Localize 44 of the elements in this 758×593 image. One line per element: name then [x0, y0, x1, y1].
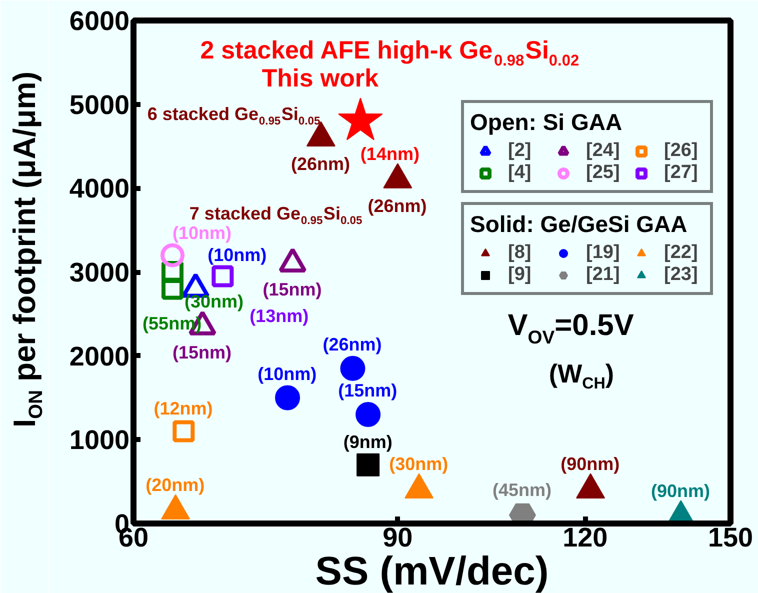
annotation: (26nm): [368, 196, 427, 216]
legend-label: [27]: [664, 162, 699, 184]
annotation: (14nm): [360, 144, 420, 164]
annotation: (10nm): [258, 364, 317, 384]
legend-label: [2]: [508, 140, 532, 162]
x-tick-label: 120: [562, 522, 608, 552]
annotation: (90nm): [560, 454, 620, 474]
legend-label: [22]: [664, 242, 699, 264]
x-tick-label: 150: [708, 522, 754, 552]
annotation: (90nm): [650, 480, 710, 501]
y-tick-label: 2000: [69, 341, 130, 372]
legend-label: [23]: [664, 264, 699, 286]
legend-label: [19]: [586, 242, 621, 264]
y-tick-label: 3000: [69, 258, 130, 288]
y-tick-label: 5000: [69, 90, 130, 120]
annotation: (9nm): [343, 432, 392, 452]
y-tick-label: 6000: [69, 6, 130, 36]
legend-label: [9]: [508, 264, 532, 286]
annotation: (10nm): [208, 245, 267, 266]
legend-label: [25]: [586, 162, 621, 184]
annotation: (45nm): [492, 480, 552, 500]
legend-label: [4]: [508, 162, 532, 184]
annotation: (20nm): [146, 474, 205, 495]
legend-title: Open: Si GAA: [470, 109, 624, 136]
annotation: (15nm): [172, 342, 232, 362]
annotation: (26nm): [291, 154, 350, 174]
x-tick-label: 90: [382, 522, 413, 552]
annotation: (13nm): [250, 306, 309, 326]
legend-label: [26]: [664, 140, 699, 162]
x-axis-title: SS (mV/dec): [315, 550, 549, 593]
annotation: (30nm): [389, 454, 448, 474]
y-tick-label: 1000: [69, 425, 130, 456]
legend-label: [24]: [586, 140, 621, 162]
annotation: Solid: Ge/GeSi GAA: [470, 211, 688, 238]
legend-label: [8]: [508, 242, 532, 264]
legend-label: [21]: [586, 264, 621, 286]
annotation: (10nm): [172, 223, 232, 244]
annotation: (26nm): [322, 334, 382, 354]
y-tick-label: 4000: [69, 174, 130, 204]
annotation: (12nm): [154, 398, 213, 418]
annotation: (30nm): [184, 291, 244, 312]
y-axis-title: ION per footprint (μA/μm): [7, 71, 47, 428]
annotation: (15nm): [262, 280, 322, 300]
annotation: (15nm): [338, 380, 398, 401]
